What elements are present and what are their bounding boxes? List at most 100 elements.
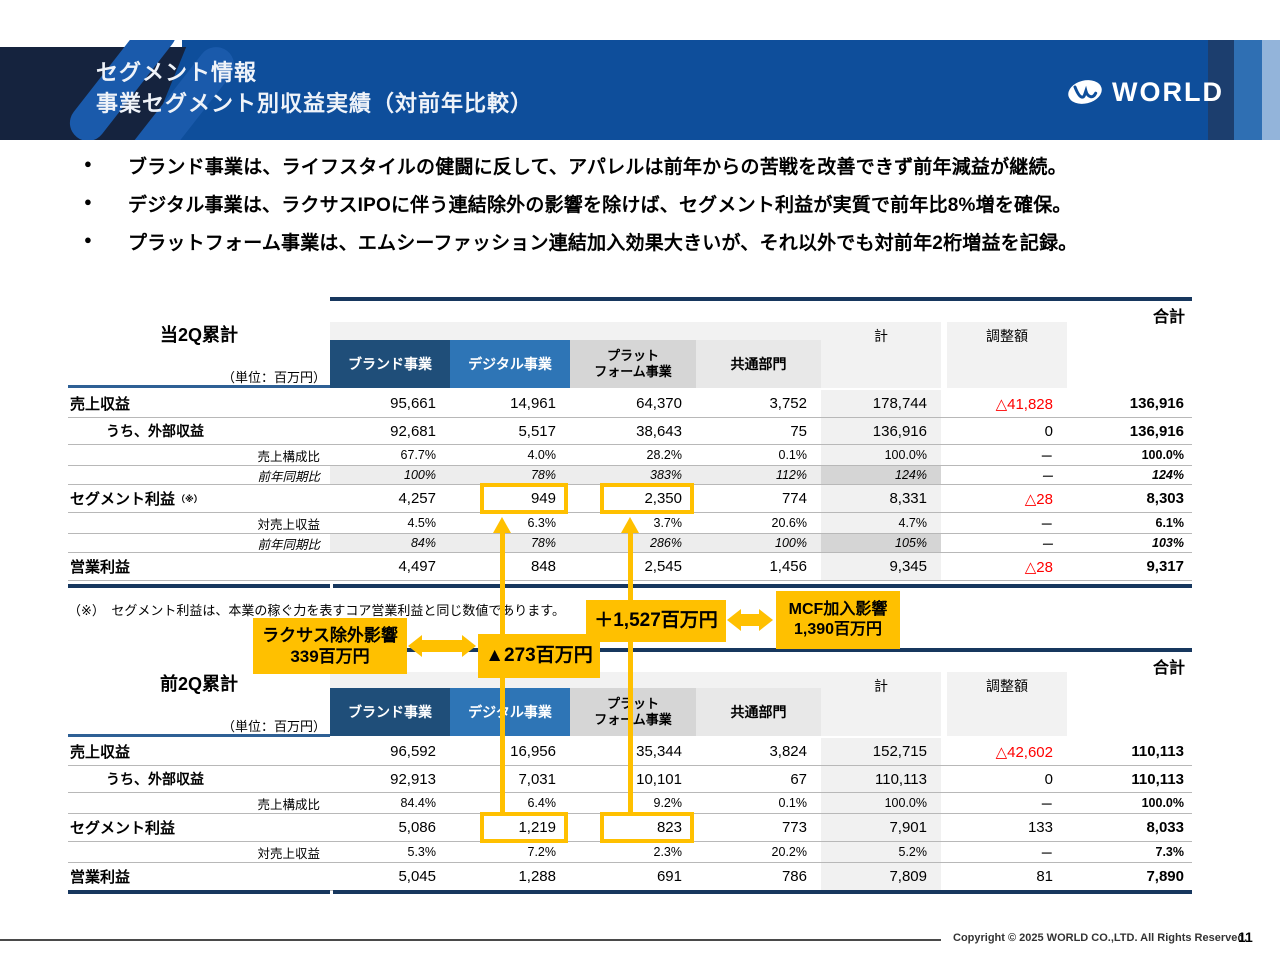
segment-column-header: 共通部門 <box>696 340 821 388</box>
segment-column-header: ブランド事業 <box>330 340 450 388</box>
value-cell: 7,890 <box>1146 868 1184 885</box>
value-cell: 8,303 <box>1146 490 1184 507</box>
annotation-text: ▲273百万円 <box>485 645 593 667</box>
annotation-text: MCF加入影響 <box>788 601 888 618</box>
table-row: 売上収益 95,661 14,961 64,370 3,752 178,744 △41,82… <box>68 390 1192 418</box>
value-cell: 20.6% <box>771 516 807 530</box>
world-logo-text: WORLD <box>1112 76 1224 107</box>
header-edge-stripe <box>1262 40 1280 140</box>
annotation-text: ラクサス除外影響 <box>262 625 398 645</box>
value-cell: 4.0% <box>527 448 557 462</box>
value-cell: 100.0% <box>821 445 941 465</box>
segment-column-header: プラット フォーム事業 <box>570 688 696 736</box>
row-label: セグメント利益 （※） <box>70 491 203 508</box>
value-cell: 67 <box>790 770 807 788</box>
value-cell: ー <box>1040 797 1053 812</box>
header-edge-stripe <box>1208 40 1234 140</box>
header-edge-stripe <box>1234 40 1262 140</box>
value-cell: 105% <box>821 534 941 552</box>
table-bottom-rule <box>333 584 1192 588</box>
world-logo: WORLD <box>1066 76 1224 108</box>
value-cell: 64,370 <box>636 395 682 412</box>
value-cell: 5,045 <box>398 868 436 885</box>
table-top-rule <box>330 648 1192 652</box>
period-label: 当2Q累計 <box>159 325 238 345</box>
total-column-header: 合計 <box>1152 309 1185 326</box>
value-cell: 286% <box>570 534 696 552</box>
annotation-text: 1,390百万円 <box>793 621 883 638</box>
page-title-line2: 事業セグメント別収益実績（対前年比較） <box>96 91 534 116</box>
value-cell: ー <box>1040 449 1053 464</box>
value-cell: 100.0% <box>821 793 941 813</box>
row-label: 対売上収益 <box>257 517 320 532</box>
footer-rule <box>0 939 941 941</box>
label-column-rule <box>68 734 330 737</box>
bullet-text: プラットフォーム事業は、エムシーファッション連結加入効果大きいが、それ以外でも対… <box>128 233 1078 254</box>
value-cell: 7.3% <box>1155 845 1185 859</box>
value-cell: ー <box>1040 537 1053 552</box>
annotation-delta-273: ▲273百万円 <box>478 634 600 678</box>
value-cell: 786 <box>781 868 807 885</box>
value-cell: 28.2% <box>646 448 682 462</box>
value-cell: 0 <box>1044 422 1053 440</box>
value-cell: 100% <box>696 534 821 552</box>
value-cell: 2,350 <box>570 483 696 514</box>
table-row: 対売上収益 5.3% 7.2% 2.3% 20.2% 5.2% ー 7.3% <box>68 842 1192 863</box>
row-label: 売上構成比 <box>257 797 320 812</box>
header-band-bg <box>947 672 1067 736</box>
value-cell: △41,828 <box>995 395 1053 413</box>
value-cell: 152,715 <box>821 738 941 765</box>
value-cell: 67.7% <box>400 448 436 462</box>
value-cell: 7,809 <box>821 863 941 890</box>
value-cell: 136,916 <box>1129 422 1184 440</box>
copyright-text: Copyright © 2025 WORLD CO.,LTD. All Righ… <box>953 932 1248 944</box>
value-cell: 2,545 <box>644 558 682 575</box>
value-cell: 95,661 <box>390 395 436 412</box>
unit-label: （単位：百万円） <box>221 719 326 734</box>
value-cell: 124% <box>821 466 941 484</box>
row-label: うち、外部収益 <box>106 423 204 439</box>
header-band-bg <box>947 322 1067 388</box>
table-bottom-rule <box>68 584 330 588</box>
value-cell: 774 <box>781 490 807 507</box>
table-bottom-rule <box>333 890 1192 894</box>
segment-column-header: プラット フォーム事業 <box>570 340 696 388</box>
value-cell: 0 <box>1044 770 1053 788</box>
value-cell: 96,592 <box>390 743 436 760</box>
value-cell: 10,101 <box>636 770 682 788</box>
double-arrow-icon <box>408 635 476 657</box>
bullet-icon: ● <box>84 232 92 247</box>
row-label: 売上構成比 <box>257 449 320 464</box>
arrow-up-icon <box>621 517 639 533</box>
value-cell: 20.2% <box>771 845 807 859</box>
bullet-item: ● ブランド事業は、ライフスタイルの健闘に反して、アパレルは前年からの苦戦を改善… <box>84 152 1204 179</box>
header-band: セグメント情報 事業セグメント別収益実績（対前年比較） WORLD <box>0 40 1280 140</box>
table-top-rule <box>330 297 1192 301</box>
value-cell: 4.5% <box>407 516 437 530</box>
value-cell: 3,824 <box>769 743 807 760</box>
table-current-2q: 合計 当2Q累計 計 調整額 ブランド事業 デジタル事業 プラット フォーム事業 共通… <box>68 295 1192 600</box>
value-cell: 14,961 <box>510 395 556 412</box>
value-cell: 1,288 <box>518 868 556 885</box>
value-cell: 81 <box>1036 868 1053 885</box>
value-cell: 4,257 <box>398 490 436 507</box>
value-cell: ー <box>1040 469 1053 484</box>
row-label: 営業利益 <box>70 559 131 576</box>
value-cell: 110,113 <box>1131 770 1184 788</box>
value-cell: 3,752 <box>769 395 807 412</box>
value-cell: 5,086 <box>398 819 436 836</box>
value-cell: 9.2% <box>653 796 683 810</box>
value-cell: 75 <box>790 422 807 440</box>
total-column-header: 合計 <box>1152 660 1185 677</box>
value-cell: 136,916 <box>1129 395 1184 412</box>
value-cell: 5.2% <box>821 842 941 862</box>
bullet-text: デジタル事業は、ラクサスIPOに伴う連結除外の影響を除けば、セグメント利益が実質… <box>128 195 1072 216</box>
value-cell: 0.1% <box>778 448 808 462</box>
value-cell: 4.7% <box>821 513 941 533</box>
value-cell: 3.7% <box>653 516 683 530</box>
value-cell: 4,497 <box>398 558 436 575</box>
bullet-item: ● デジタル事業は、ラクサスIPOに伴う連結除外の影響を除けば、セグメント利益が… <box>84 190 1204 217</box>
